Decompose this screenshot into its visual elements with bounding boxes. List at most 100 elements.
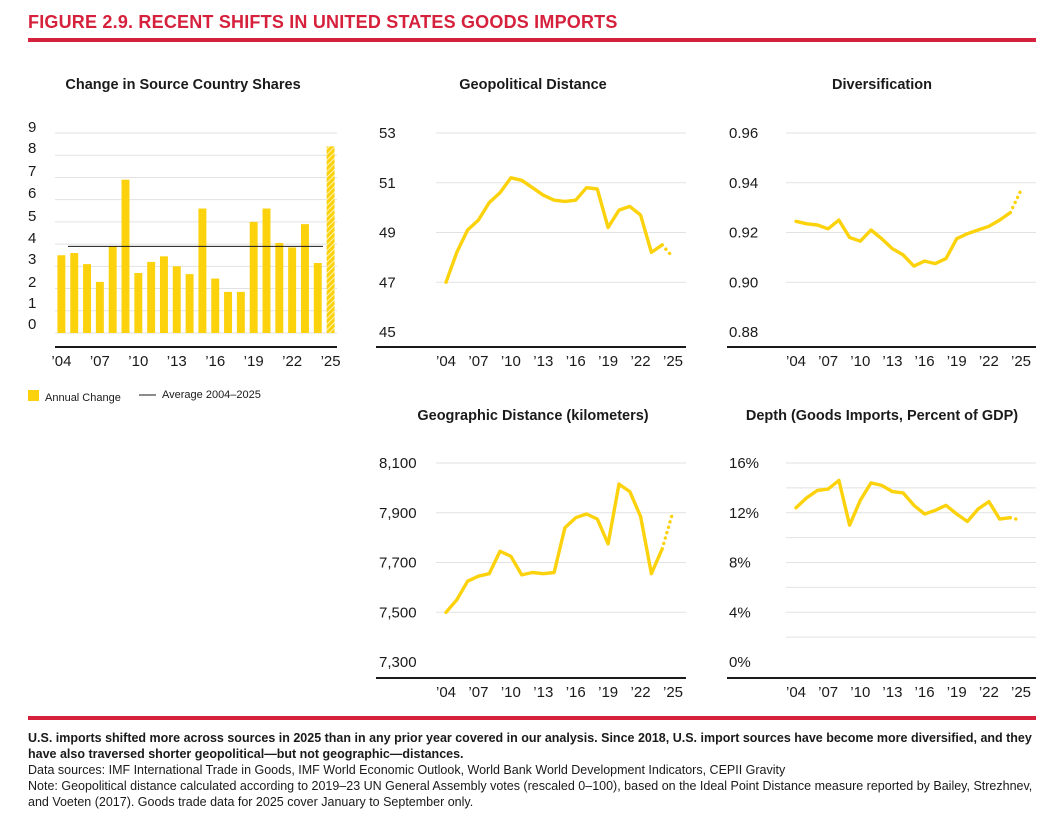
y-tick-label: 4% bbox=[729, 604, 751, 621]
y-tick-label: 0.94 bbox=[729, 175, 758, 192]
bar-projected bbox=[326, 146, 335, 333]
x-tick-label: ’04 bbox=[436, 353, 456, 370]
y-tick-label: 47 bbox=[379, 274, 396, 291]
y-tick-label: 7 bbox=[28, 163, 36, 180]
y-tick-label: 12% bbox=[729, 505, 759, 522]
x-tick-label: ’25 bbox=[663, 684, 683, 701]
x-tick-label: ’10 bbox=[501, 353, 521, 370]
x-tick-label: ’19 bbox=[598, 353, 618, 370]
x-tick-label: ’07 bbox=[818, 684, 838, 701]
figure-charts: Change in Source Country Shares012345678… bbox=[28, 77, 1036, 701]
x-tick-label: ’10 bbox=[501, 684, 521, 701]
bar bbox=[300, 224, 309, 333]
y-tick-label: 8 bbox=[28, 140, 36, 157]
bar bbox=[313, 263, 322, 333]
y-tick-label: 0.88 bbox=[729, 324, 758, 341]
bar bbox=[57, 255, 66, 333]
y-tick-label: 1 bbox=[28, 295, 36, 312]
y-tick-label: 0 bbox=[28, 316, 36, 333]
x-tick-label: ’25 bbox=[1011, 684, 1031, 701]
x-tick-label: ’13 bbox=[533, 684, 553, 701]
bar bbox=[198, 208, 207, 333]
series-line bbox=[794, 210, 1012, 268]
chart-panel-depth: Depth (Goods Imports, Percent of GDP) 0% 4… bbox=[727, 408, 1036, 701]
x-tick-label: ’16 bbox=[915, 684, 935, 701]
y-tick-label: 7,500 bbox=[379, 604, 417, 621]
x-tick-label: ’19 bbox=[244, 353, 264, 370]
y-tick-label: 51 bbox=[379, 175, 396, 192]
chart-title: Geographic Distance (kilometers) bbox=[417, 408, 648, 424]
x-tick-label: ’22 bbox=[631, 684, 651, 701]
y-tick-label: 6 bbox=[28, 185, 36, 202]
legend-swatch bbox=[28, 390, 39, 401]
y-tick-label: 9 bbox=[28, 119, 36, 136]
x-tick-label: ’13 bbox=[882, 684, 902, 701]
y-tick-label: 8% bbox=[729, 555, 751, 572]
bar bbox=[249, 221, 258, 333]
series-projected-line bbox=[660, 243, 675, 260]
y-tick-label: 0.96 bbox=[729, 125, 758, 142]
bar bbox=[185, 274, 194, 333]
bar bbox=[275, 243, 284, 333]
bar bbox=[134, 273, 143, 333]
bar bbox=[211, 278, 220, 333]
legend: Annual Change Average 2004–2025 bbox=[28, 389, 261, 404]
notes-note: Note: Geopolitical distance calculated a… bbox=[28, 779, 1033, 809]
x-tick-label: ’13 bbox=[167, 353, 187, 370]
x-tick-label: ’22 bbox=[979, 684, 999, 701]
x-tick-label: ’07 bbox=[90, 353, 110, 370]
series-projected-line bbox=[1008, 516, 1023, 522]
legend-label: Annual Change bbox=[45, 392, 121, 404]
x-tick-label: ’13 bbox=[882, 353, 902, 370]
y-tick-label: 7,700 bbox=[379, 555, 417, 572]
x-tick-label: ’25 bbox=[663, 353, 683, 370]
x-tick-label: ’25 bbox=[321, 353, 341, 370]
x-tick-label: ’25 bbox=[1011, 353, 1031, 370]
chart-title: Geopolitical Distance bbox=[459, 77, 606, 93]
x-tick-label: ’16 bbox=[566, 684, 586, 701]
bar bbox=[70, 253, 79, 333]
x-tick-label: ’10 bbox=[128, 353, 148, 370]
figure-notes: U.S. imports shifted more across sources… bbox=[28, 730, 1033, 810]
y-tick-label: 49 bbox=[379, 225, 396, 242]
figure-title: FIGURE 2.9. RECENT SHIFTS IN UNITED STAT… bbox=[28, 12, 618, 32]
chart-title: Change in Source Country Shares bbox=[65, 77, 300, 93]
top-rule bbox=[28, 38, 1036, 42]
notes-summary: U.S. imports shifted more across sources… bbox=[28, 731, 1032, 761]
y-tick-label: 0% bbox=[729, 654, 751, 671]
bar bbox=[147, 261, 156, 333]
chart-title: Diversification bbox=[832, 77, 932, 93]
x-tick-label: ’07 bbox=[468, 684, 488, 701]
y-tick-label: 8,100 bbox=[379, 455, 417, 472]
chart-panel-shares: Change in Source Country Shares 0 1 2 3 4 5 6 7 8… bbox=[28, 77, 341, 404]
y-tick-label: 0.90 bbox=[729, 274, 758, 291]
bar bbox=[262, 208, 271, 333]
y-tick-label: 3 bbox=[28, 251, 36, 268]
bar bbox=[108, 246, 117, 333]
bar bbox=[121, 179, 130, 333]
x-tick-label: ’19 bbox=[947, 353, 967, 370]
bar bbox=[236, 291, 245, 333]
series-line bbox=[444, 482, 664, 614]
y-tick-label: 7,300 bbox=[379, 654, 417, 671]
x-tick-label: ’04 bbox=[51, 353, 71, 370]
y-tick-label: 4 bbox=[28, 230, 36, 247]
x-tick-label: ’19 bbox=[598, 684, 618, 701]
bottom-rule bbox=[28, 716, 1036, 720]
y-tick-label: 2 bbox=[28, 274, 36, 291]
series-projected-line bbox=[660, 509, 675, 551]
y-tick-label: 53 bbox=[379, 125, 396, 142]
x-tick-label: ’19 bbox=[947, 684, 967, 701]
bar bbox=[172, 266, 181, 333]
x-tick-label: ’10 bbox=[850, 353, 870, 370]
x-tick-label: ’13 bbox=[533, 353, 553, 370]
series-line bbox=[794, 478, 1012, 527]
series-line bbox=[444, 176, 664, 284]
legend-label: Average 2004–2025 bbox=[162, 389, 261, 401]
y-tick-label: 0.92 bbox=[729, 225, 758, 242]
x-tick-label: ’22 bbox=[282, 353, 302, 370]
chart-panel-geographic: Geographic Distance (kilometers) 7,300 7,5… bbox=[376, 408, 686, 701]
x-tick-label: ’07 bbox=[818, 353, 838, 370]
chart-title: Depth (Goods Imports, Percent of GDP) bbox=[746, 408, 1018, 424]
bar bbox=[288, 247, 297, 333]
